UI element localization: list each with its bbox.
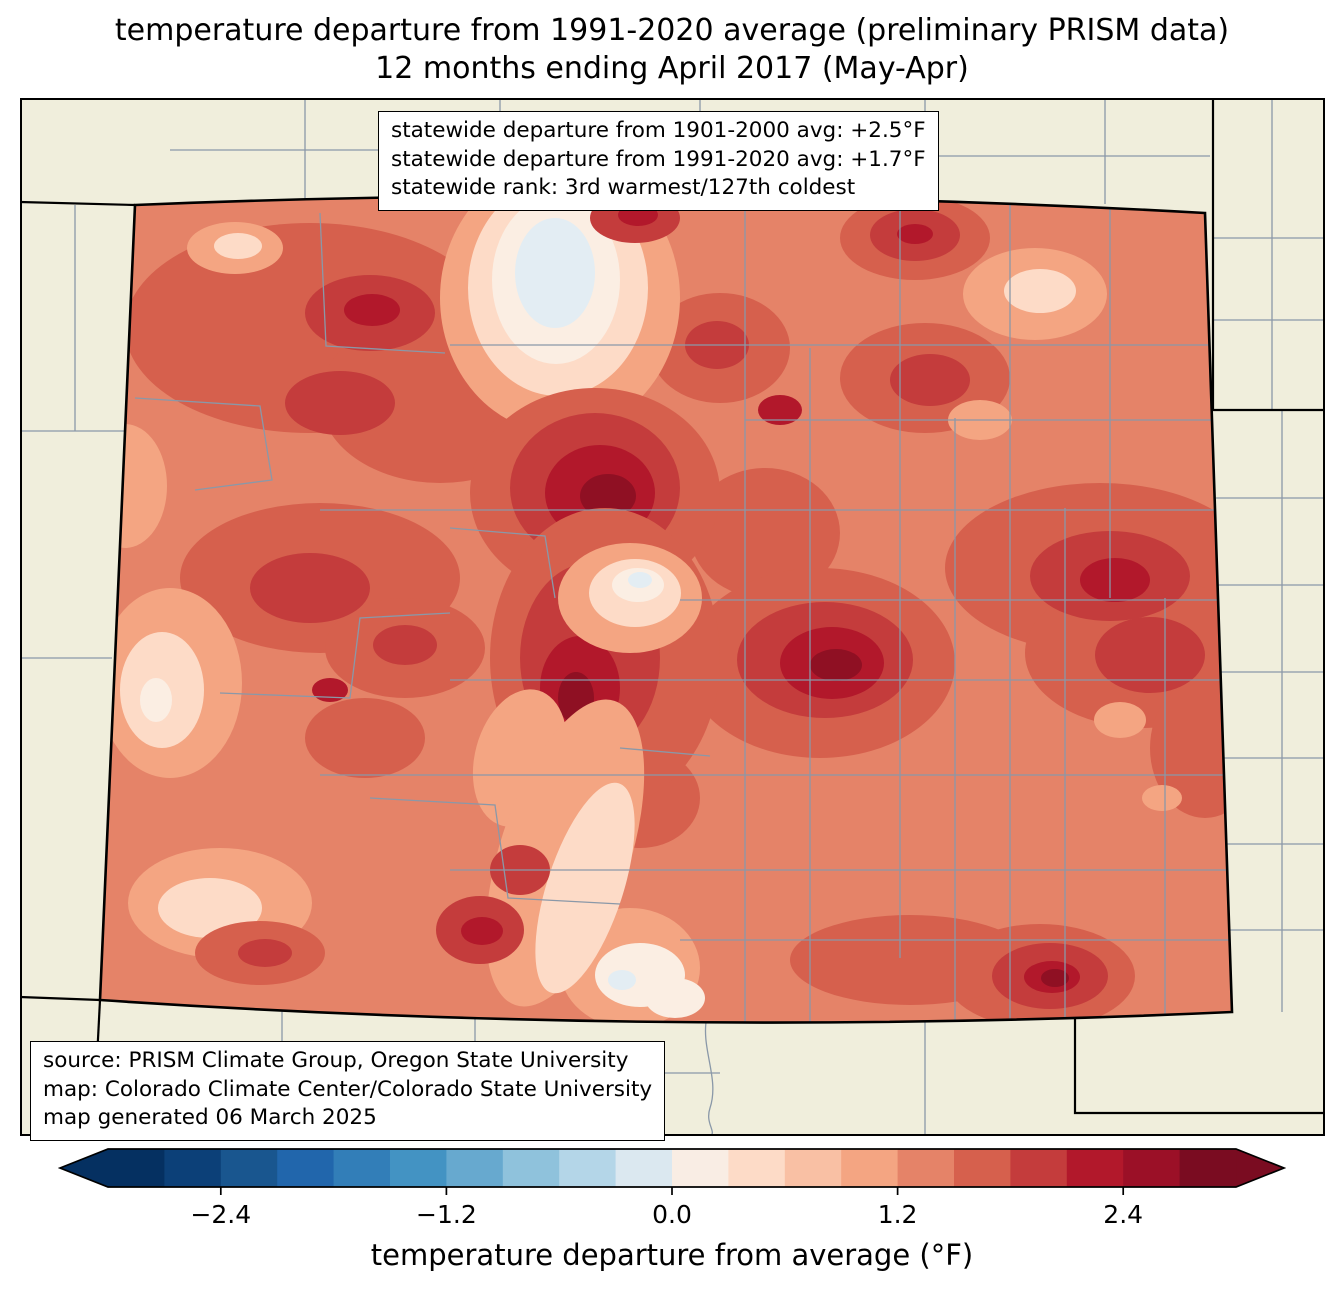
- colorado-county-lines: [134, 195, 1232, 1023]
- colorbar-tick-label: 1.2: [877, 1200, 918, 1229]
- colorbar-axis-label: temperature departure from average (°F): [370, 1238, 974, 1272]
- colorbar-under-arrow: [60, 1149, 108, 1187]
- neighbor-state-borders: [20, 98, 1325, 1136]
- title-line-2: 12 months ending April 2017 (May-Apr): [375, 51, 969, 87]
- statewide-stats-box: statewide departure from 1901-2000 avg: …: [378, 111, 939, 211]
- source-line-2: map: Colorado Climate Center/Colorado St…: [43, 1076, 653, 1102]
- colorbar-tick-label: −1.2: [416, 1200, 477, 1229]
- stats-line-3: statewide rank: 3rd warmest/127th coldes…: [391, 175, 856, 201]
- colorbar: [58, 1148, 1286, 1195]
- colorbar-over-arrow: [1236, 1149, 1284, 1187]
- source-line-1: source: PRISM Climate Group, Oregon Stat…: [43, 1048, 629, 1073]
- map-canvas: [20, 98, 1325, 1136]
- source-credit-box: source: PRISM Climate Group, Oregon Stat…: [30, 1041, 666, 1141]
- source-line-3: map generated 06 March 2025: [43, 1105, 377, 1131]
- axes-frame: [20, 98, 1325, 1136]
- colorbar-tick-label: 0.0: [652, 1200, 692, 1229]
- colorbar-tick-label: −2.4: [190, 1200, 252, 1229]
- colorbar-segments: [108, 1149, 1237, 1187]
- stats-line-1: statewide departure from 1901-2000 avg: …: [391, 118, 926, 143]
- figure-title: temperature departure from 1991-2020 ave…: [0, 12, 1344, 89]
- colorbar-tick-marks: [219, 1187, 1125, 1195]
- stats-line-2: statewide departure from 1991-2020 avg: …: [391, 146, 926, 172]
- title-line-1: temperature departure from 1991-2020 ave…: [114, 13, 1230, 48]
- colorbar-outline: [58, 1148, 1286, 1188]
- colorado-fill: [100, 195, 1232, 1023]
- colorbar-tick-label: 2.4: [1103, 1200, 1144, 1229]
- colorado-temperature-map: [20, 98, 1325, 1136]
